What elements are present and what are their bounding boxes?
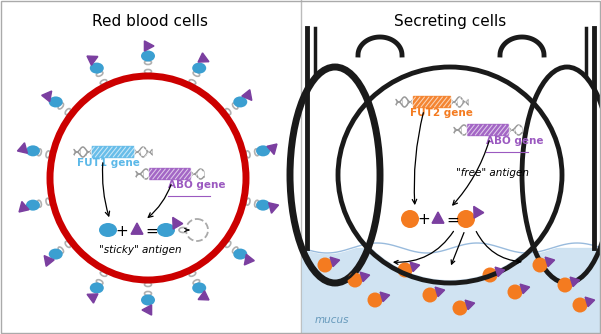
Polygon shape bbox=[144, 41, 154, 51]
Polygon shape bbox=[474, 206, 484, 218]
Circle shape bbox=[453, 301, 468, 316]
Text: ABO gene: ABO gene bbox=[168, 180, 225, 190]
Circle shape bbox=[573, 298, 588, 313]
Polygon shape bbox=[87, 294, 98, 303]
FancyBboxPatch shape bbox=[91, 146, 135, 159]
Polygon shape bbox=[142, 305, 151, 315]
Polygon shape bbox=[269, 203, 279, 213]
Ellipse shape bbox=[192, 283, 206, 293]
Ellipse shape bbox=[141, 295, 155, 306]
Text: Red blood cells: Red blood cells bbox=[92, 14, 208, 29]
Polygon shape bbox=[267, 144, 277, 155]
Polygon shape bbox=[435, 287, 445, 297]
Polygon shape bbox=[131, 223, 143, 234]
Text: =: = bbox=[145, 223, 159, 238]
Ellipse shape bbox=[256, 145, 270, 156]
Circle shape bbox=[457, 210, 475, 228]
Polygon shape bbox=[545, 257, 555, 267]
Polygon shape bbox=[570, 277, 579, 287]
Polygon shape bbox=[330, 257, 340, 267]
Text: +: + bbox=[115, 223, 129, 238]
Text: mucus: mucus bbox=[315, 315, 350, 325]
Text: "sticky" antigen: "sticky" antigen bbox=[99, 245, 182, 255]
Polygon shape bbox=[198, 291, 209, 300]
Polygon shape bbox=[380, 292, 389, 302]
Polygon shape bbox=[19, 201, 29, 212]
Polygon shape bbox=[495, 267, 505, 277]
Circle shape bbox=[397, 263, 412, 278]
Text: Secreting cells: Secreting cells bbox=[394, 14, 506, 29]
Polygon shape bbox=[465, 300, 475, 310]
Text: =: = bbox=[447, 212, 459, 227]
Text: ABO gene: ABO gene bbox=[486, 136, 543, 146]
Circle shape bbox=[507, 285, 522, 300]
Circle shape bbox=[367, 293, 382, 308]
Ellipse shape bbox=[157, 223, 175, 237]
Circle shape bbox=[558, 278, 573, 293]
Text: FUT1 gene: FUT1 gene bbox=[77, 158, 140, 168]
Polygon shape bbox=[245, 254, 254, 265]
FancyBboxPatch shape bbox=[149, 167, 191, 180]
Polygon shape bbox=[172, 217, 183, 229]
Circle shape bbox=[532, 258, 548, 273]
Circle shape bbox=[347, 273, 362, 288]
Polygon shape bbox=[17, 143, 28, 153]
Ellipse shape bbox=[26, 200, 40, 211]
Ellipse shape bbox=[233, 97, 247, 108]
Ellipse shape bbox=[256, 200, 270, 211]
Circle shape bbox=[401, 210, 419, 228]
Ellipse shape bbox=[49, 97, 63, 108]
Text: FUT2 gene: FUT2 gene bbox=[410, 108, 473, 118]
Polygon shape bbox=[432, 212, 444, 223]
Circle shape bbox=[423, 288, 438, 303]
Circle shape bbox=[483, 268, 498, 283]
FancyBboxPatch shape bbox=[412, 96, 451, 109]
Ellipse shape bbox=[99, 223, 117, 237]
Ellipse shape bbox=[49, 248, 63, 260]
Text: +: + bbox=[418, 212, 430, 227]
Ellipse shape bbox=[26, 145, 40, 156]
Polygon shape bbox=[198, 53, 209, 62]
Polygon shape bbox=[410, 262, 419, 272]
Bar bbox=[302, 248, 600, 334]
Ellipse shape bbox=[192, 62, 206, 73]
Polygon shape bbox=[585, 297, 594, 307]
Ellipse shape bbox=[141, 50, 155, 61]
Polygon shape bbox=[44, 256, 54, 266]
Polygon shape bbox=[360, 272, 370, 282]
Polygon shape bbox=[520, 284, 529, 294]
Polygon shape bbox=[41, 91, 52, 102]
Ellipse shape bbox=[233, 248, 247, 260]
Ellipse shape bbox=[90, 283, 104, 293]
Polygon shape bbox=[242, 90, 252, 101]
FancyBboxPatch shape bbox=[467, 124, 509, 137]
Ellipse shape bbox=[90, 62, 104, 73]
Circle shape bbox=[317, 258, 332, 273]
Ellipse shape bbox=[341, 70, 559, 280]
Polygon shape bbox=[87, 56, 98, 65]
Text: "free" antigen: "free" antigen bbox=[457, 168, 529, 178]
